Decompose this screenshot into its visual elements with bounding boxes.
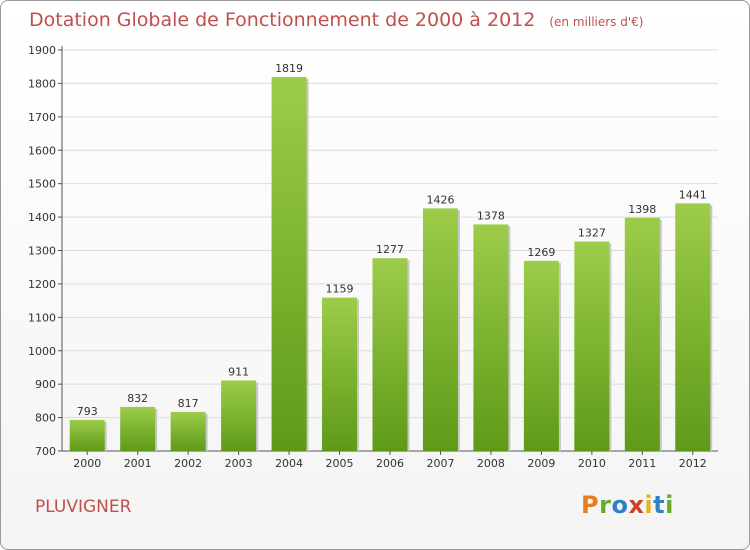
bar (422, 208, 458, 451)
bar (120, 406, 156, 451)
data-label: 832 (127, 392, 148, 405)
bar (170, 411, 206, 451)
data-label: 1159 (326, 283, 354, 296)
bar (675, 203, 711, 451)
y-tick-label: 1400 (28, 211, 56, 224)
bars (69, 77, 713, 451)
data-label: 911 (228, 365, 249, 378)
logo-letter: x (628, 491, 645, 519)
bar (574, 241, 610, 451)
data-label: 1277 (376, 243, 404, 256)
data-label: 1378 (477, 209, 505, 222)
data-label: 817 (178, 397, 199, 410)
x-tick-label: 2010 (578, 457, 606, 470)
data-label: 793 (77, 405, 98, 418)
data-label: 1327 (578, 226, 606, 239)
bar (473, 224, 509, 451)
y-tick-label: 1800 (28, 77, 56, 90)
bar (322, 297, 358, 451)
x-tick-label: 2003 (225, 457, 253, 470)
commune-name: PLUVIGNER (35, 497, 132, 517)
logo-letter: P (581, 491, 600, 519)
logo-letter: i (644, 491, 654, 519)
x-tick-label: 2006 (376, 457, 404, 470)
y-tick-label: 1000 (28, 345, 56, 358)
y-tick-label: 900 (35, 378, 56, 391)
y-tick-label: 800 (35, 412, 56, 425)
y-tick-label: 1300 (28, 245, 56, 258)
data-label: 1398 (628, 203, 656, 216)
y-tick-label: 1700 (28, 111, 56, 124)
logo-letter: t (653, 491, 666, 519)
bar (523, 260, 559, 451)
logo-letter: r (599, 491, 612, 519)
data-labels: 793 832 817 911 1819 1159 1277 1426 1378 1269 1327… (77, 62, 707, 418)
y-tick-label: 1200 (28, 278, 56, 291)
y-tick-label: 1900 (28, 44, 56, 57)
x-tick-label: 2001 (124, 457, 152, 470)
y-tick-label: 1500 (28, 178, 56, 191)
data-label: 1819 (275, 62, 303, 75)
x-tick-label: 2009 (527, 457, 555, 470)
data-label: 1269 (527, 246, 555, 259)
data-label: 1441 (679, 188, 707, 201)
logo-letter: o (611, 491, 629, 519)
x-tick-label: 2002 (174, 457, 202, 470)
x-tick-label: 2008 (477, 457, 505, 470)
y-tick-label: 1100 (28, 311, 56, 324)
title-text: Dotation Globale de Fonctionnement de 20… (29, 9, 536, 31)
bar (624, 217, 660, 451)
unit-label: (en milliers d'€) (549, 15, 644, 29)
x-tick-label: 2007 (426, 457, 454, 470)
x-tick-label: 2005 (326, 457, 354, 470)
y-tick-label: 1600 (28, 144, 56, 157)
axes: 700 800 900 1000 1100 1200 1300 1400 1500 1600 170… (28, 44, 718, 470)
bar (271, 77, 307, 451)
bar (372, 258, 408, 451)
x-tick-label: 2011 (628, 457, 656, 470)
x-tick-label: 2012 (679, 457, 707, 470)
data-label: 1426 (426, 193, 454, 206)
bar (221, 380, 257, 451)
logo-letter: i (665, 491, 674, 519)
x-tick-label: 2004 (275, 457, 303, 470)
x-tick-label: 2000 (73, 457, 101, 470)
proxiti-logo[interactable]: Proxiti (581, 491, 674, 519)
chart-title: Dotation Globale de Fonctionnement de 20… (29, 9, 643, 31)
bar (69, 419, 105, 451)
y-tick-label: 700 (35, 445, 56, 458)
